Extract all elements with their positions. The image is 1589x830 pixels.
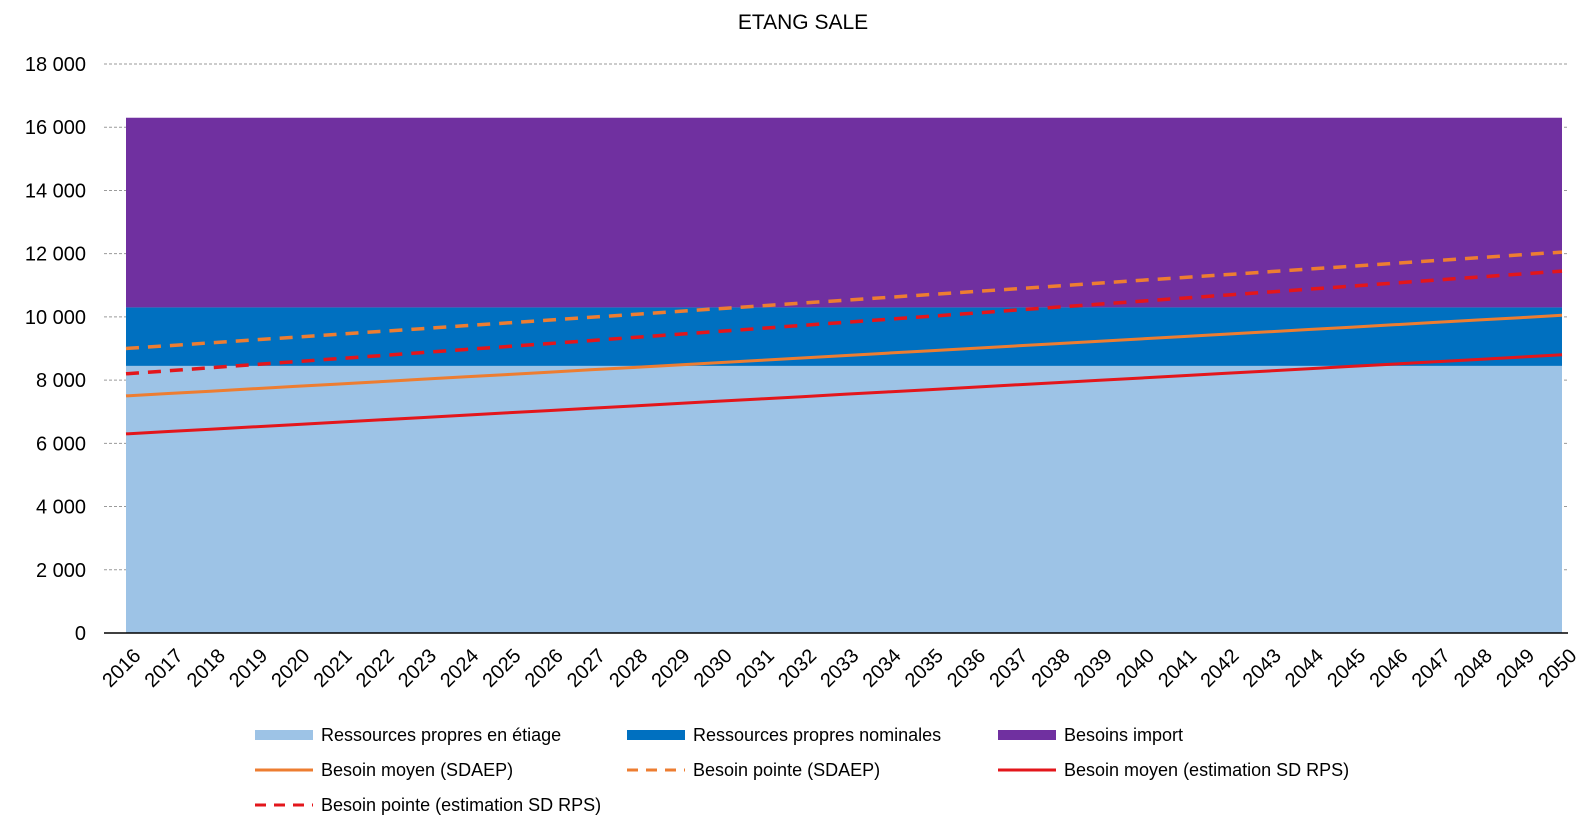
x-tick-label: 2047 — [1408, 645, 1455, 692]
legend-item: Besoin moyen (SDAEP) — [255, 760, 513, 780]
legend-label: Ressources propres nominales — [693, 725, 941, 745]
x-tick-label: 2049 — [1492, 645, 1539, 692]
x-tick-label: 2048 — [1450, 645, 1497, 692]
x-tick-label: 2022 — [352, 645, 399, 692]
series-lines — [125, 250, 1563, 436]
x-tick-label: 2020 — [267, 645, 314, 692]
series-line-4 — [125, 269, 1563, 376]
x-tick-label: 2040 — [1112, 645, 1159, 692]
x-tick-label: 2042 — [1197, 645, 1244, 692]
x-tick-label: 2034 — [859, 645, 906, 692]
y-tick-label: 12 000 — [25, 244, 86, 266]
legend-item: Ressources propres nominales — [627, 725, 941, 745]
x-tick-label: 2032 — [774, 645, 821, 692]
legend-item: Besoins import — [998, 725, 1183, 745]
legend-label: Besoin pointe (estimation SD RPS) — [321, 795, 601, 815]
x-tick-label: 2023 — [394, 645, 441, 692]
y-tick-label: 6 000 — [36, 433, 86, 455]
y-tick-label: 14 000 — [25, 180, 86, 202]
x-tick-label: 2025 — [479, 645, 526, 692]
x-tick-label: 2039 — [1070, 645, 1117, 692]
y-tick-label: 2 000 — [36, 560, 86, 582]
legend-swatch — [998, 730, 1056, 740]
x-tick-label: 2016 — [98, 645, 145, 692]
series-line-2 — [125, 250, 1563, 351]
x-tick-label: 2046 — [1365, 645, 1412, 692]
x-tick-label: 2030 — [690, 645, 737, 692]
legend-label: Besoins import — [1064, 725, 1183, 745]
legend-item: Besoin pointe (SDAEP) — [627, 760, 880, 780]
x-tick-label: 2050 — [1534, 645, 1581, 692]
x-tick-label: 2044 — [1281, 645, 1328, 692]
legend-item: Ressources propres en étiage — [255, 725, 561, 745]
x-tick-label: 2017 — [141, 645, 188, 692]
y-tick-label: 4 000 — [36, 497, 86, 519]
y-tick-label: 10 000 — [25, 307, 86, 329]
area-2 — [126, 307, 1562, 366]
legend-swatch — [627, 730, 685, 740]
x-tick-label: 2028 — [605, 645, 652, 692]
x-tick-label: 2038 — [1028, 645, 1075, 692]
x-tick-label: 2041 — [1154, 645, 1201, 692]
x-tick-label: 2033 — [816, 645, 863, 692]
y-tick-label: 18 000 — [25, 54, 86, 76]
area-3 — [126, 117, 1562, 308]
x-tick-label: 2027 — [563, 645, 610, 692]
legend-label: Besoin moyen (SDAEP) — [321, 760, 513, 780]
x-tick-label: 2029 — [647, 645, 694, 692]
x-tick-label: 2031 — [732, 645, 779, 692]
y-tick-label: 0 — [75, 623, 86, 645]
x-tick-label: 2026 — [521, 645, 568, 692]
x-tick-label: 2036 — [943, 645, 990, 692]
legend-label: Besoin pointe (SDAEP) — [693, 760, 880, 780]
legend: Ressources propres en étiage Ressources p… — [255, 725, 1349, 815]
y-tick-label: 16 000 — [25, 117, 86, 139]
x-tick-label: 2019 — [225, 645, 272, 692]
series-line-3 — [125, 353, 1563, 436]
legend-item: Besoin pointe (estimation SD RPS) — [255, 795, 601, 815]
legend-swatch — [255, 730, 313, 740]
legend-label: Ressources propres en étiage — [321, 725, 561, 745]
x-tick-label: 2037 — [985, 645, 1032, 692]
x-tick-label: 2045 — [1323, 645, 1370, 692]
chart-title: ETANG SALE — [738, 11, 868, 34]
x-tick-label: 2043 — [1239, 645, 1286, 692]
area-1 — [126, 365, 1562, 633]
x-tick-label: 2035 — [901, 645, 948, 692]
x-tick-label: 2024 — [436, 645, 483, 692]
legend-label: Besoin moyen (estimation SD RPS) — [1064, 760, 1349, 780]
legend-item: Besoin moyen (estimation SD RPS) — [998, 760, 1349, 780]
stacked-areas — [126, 117, 1562, 633]
series-line-1 — [125, 313, 1563, 398]
x-tick-label: 2021 — [310, 645, 357, 692]
y-tick-label: 8 000 — [36, 370, 86, 392]
x-tick-label: 2018 — [183, 645, 230, 692]
